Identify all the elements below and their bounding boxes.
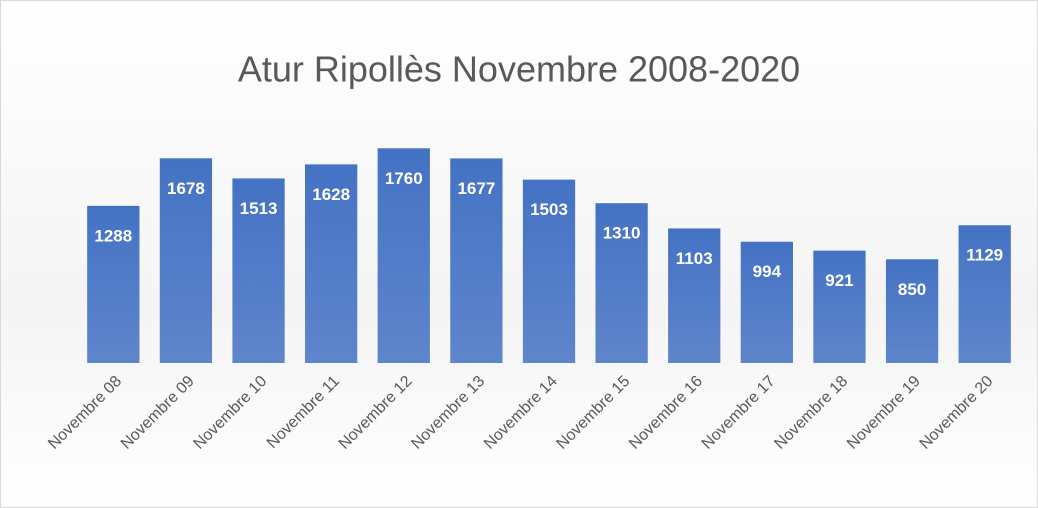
bar [813,250,866,363]
chart-title: Atur Ripollès Novembre 2008-2020 [238,49,800,90]
data-label: 1677 [457,179,495,198]
bar [232,178,285,363]
bar [885,259,939,363]
bar [958,225,1011,363]
bar [740,241,793,363]
bar [305,164,358,363]
data-label: 1678 [167,179,205,198]
data-label: 1103 [676,249,713,268]
data-label: 1760 [385,169,423,188]
data-label: 1513 [240,199,278,218]
bar [377,148,430,363]
data-label: 1129 [966,246,1003,265]
bar [668,228,721,363]
bar [450,158,503,363]
data-label: 1288 [94,226,132,245]
bar [595,203,648,363]
data-label: 994 [753,262,782,281]
data-label: 1628 [312,185,350,204]
bar [522,179,576,363]
bar [159,158,213,363]
bar [87,205,140,363]
data-label: 921 [825,271,853,290]
data-label: 1310 [603,224,641,243]
data-label: 1503 [530,200,568,219]
data-label: 850 [898,280,926,299]
